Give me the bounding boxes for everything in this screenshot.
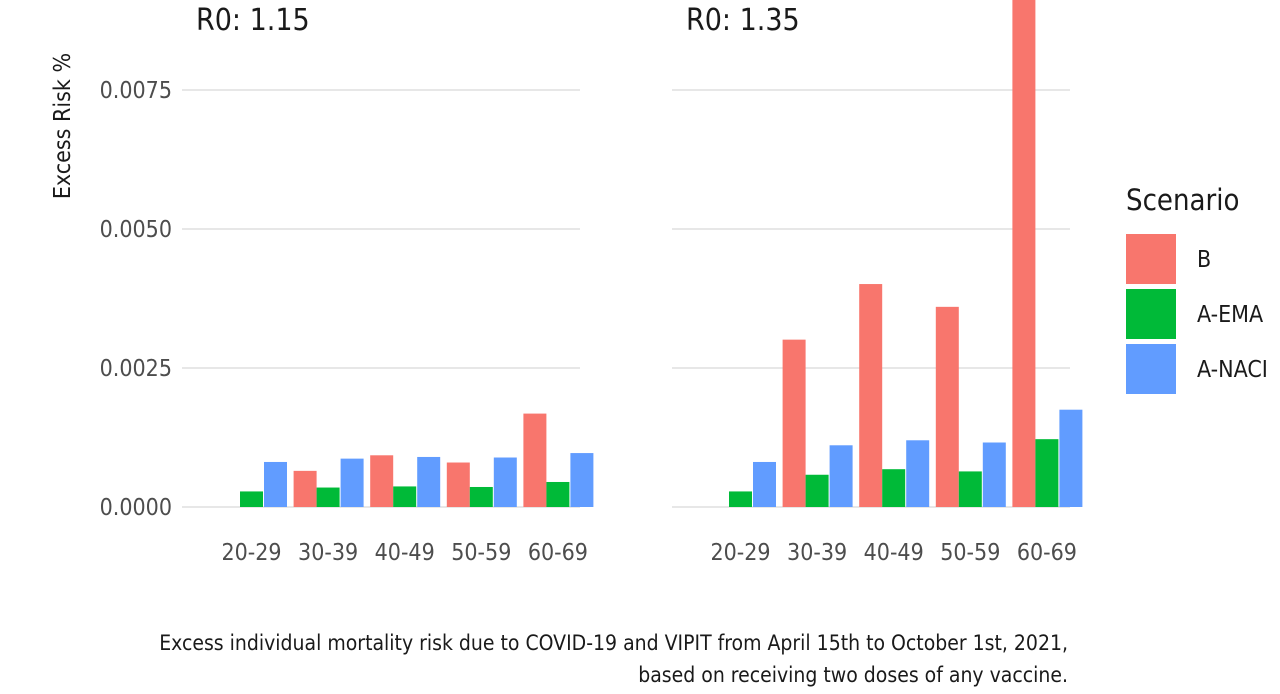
y-tick-label: 0.0050 bbox=[100, 217, 172, 243]
bar-a-naci-40-49 bbox=[906, 440, 930, 507]
panel-1: R0: 1.15 0.0000 0.0025 0.0050 0.0075 20-29 30-… bbox=[100, 3, 594, 566]
bar-a-ema-60-69 bbox=[1035, 439, 1059, 507]
caption-line-2: based on receiving two doses of any vacc… bbox=[638, 663, 1068, 687]
bar-a-ema-50-59 bbox=[469, 486, 493, 507]
legend-title: Scenario bbox=[1126, 183, 1239, 217]
bar-a-ema-30-39 bbox=[805, 474, 829, 507]
x-tick-label: 60-69 bbox=[1017, 540, 1077, 566]
caption-line-1: Excess individual mortality risk due to … bbox=[159, 631, 1068, 655]
panel-title: R0: 1.15 bbox=[196, 3, 310, 38]
x-tick-label: 20-29 bbox=[710, 540, 770, 566]
legend-swatch-b bbox=[1126, 234, 1176, 284]
bar-b-40-49 bbox=[859, 284, 883, 507]
x-tick-label: 20-29 bbox=[221, 540, 281, 566]
x-tick-label: 40-49 bbox=[864, 540, 924, 566]
bar-a-naci-60-69 bbox=[1059, 409, 1083, 507]
y-tick-label: 0.0025 bbox=[100, 356, 172, 382]
legend-label-a-ema: A-EMA bbox=[1197, 302, 1263, 328]
legend-label-a-naci: A-NACI bbox=[1197, 357, 1268, 383]
panel-title: R0: 1.35 bbox=[686, 3, 800, 38]
bar-a-naci-20-29 bbox=[264, 461, 287, 507]
legend-label-b: B bbox=[1197, 247, 1211, 273]
bar-a-ema-30-39 bbox=[316, 487, 340, 507]
bar-b-50-59 bbox=[935, 306, 959, 507]
bar-a-naci-60-69 bbox=[570, 453, 594, 507]
bar-a-naci-50-59 bbox=[982, 442, 1006, 507]
bar-a-naci-30-39 bbox=[829, 445, 853, 507]
legend-swatch-a-ema bbox=[1126, 289, 1176, 339]
bar-a-naci-30-39 bbox=[340, 458, 364, 507]
bar-b-50-59 bbox=[446, 462, 470, 507]
legend: Scenario B A-EMA A-NACI bbox=[1126, 183, 1268, 394]
y-tick-label: 0.0075 bbox=[100, 78, 172, 104]
bar-a-ema-40-49 bbox=[882, 469, 906, 507]
x-tick-label: 50-59 bbox=[940, 540, 1000, 566]
y-tick-label: 0.0000 bbox=[100, 495, 172, 521]
panel-2: R0: 1.35 20-29 30-39 40-49 50-59 60-69 bbox=[672, 0, 1083, 566]
bar-a-naci-20-29 bbox=[753, 461, 776, 507]
legend-swatch-a-naci bbox=[1126, 344, 1176, 394]
bar-b-40-49 bbox=[370, 455, 394, 507]
bar-b-60-69 bbox=[1012, 0, 1036, 507]
x-tick-label: 50-59 bbox=[451, 540, 511, 566]
bar-a-ema-50-59 bbox=[958, 471, 982, 507]
bar-b-30-39 bbox=[782, 339, 806, 507]
y-axis-title: Excess Risk % bbox=[50, 53, 76, 199]
bar-a-naci-40-49 bbox=[417, 456, 441, 507]
x-tick-label: 40-49 bbox=[375, 540, 435, 566]
bar-a-ema-60-69 bbox=[546, 481, 570, 507]
x-tick-label: 30-39 bbox=[298, 540, 358, 566]
bar-a-naci-50-59 bbox=[493, 457, 517, 507]
bar-a-ema-20-29 bbox=[729, 491, 752, 507]
bar-b-30-39 bbox=[293, 470, 317, 507]
bar-b-60-69 bbox=[523, 413, 547, 507]
bar-a-ema-20-29 bbox=[240, 491, 263, 507]
x-tick-label: 30-39 bbox=[787, 540, 847, 566]
x-tick-label: 60-69 bbox=[528, 540, 588, 566]
bar-a-ema-40-49 bbox=[393, 486, 417, 507]
